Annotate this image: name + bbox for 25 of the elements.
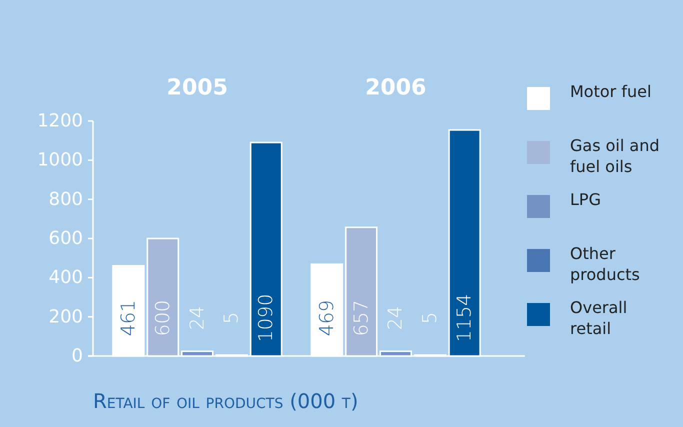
data-label: 1154 xyxy=(454,294,476,342)
legend-label: Gas oil and fuel oils xyxy=(570,136,660,176)
y-tick-label: 200 xyxy=(48,306,83,328)
data-label: 24 xyxy=(384,306,407,330)
y-tick-label: 0 xyxy=(72,346,83,366)
legend-label: LPG xyxy=(570,190,601,209)
y-tick-label: 1000 xyxy=(37,150,83,171)
data-label: 461 xyxy=(117,300,140,336)
data-label: 5 xyxy=(220,312,243,324)
y-tick-label: 400 xyxy=(48,267,83,288)
legend-label: Other products xyxy=(570,244,640,284)
data-label: 1090 xyxy=(255,294,278,342)
y-tick-label: 1200 xyxy=(37,110,83,132)
x-tick-label: 2006 xyxy=(365,76,426,100)
data-label: 469 xyxy=(316,300,338,336)
data-label: 657 xyxy=(350,300,372,336)
data-label: 600 xyxy=(152,300,174,336)
data-label: 5 xyxy=(419,312,442,324)
legend-label: Overall retail xyxy=(570,298,628,338)
y-tick-label: 800 xyxy=(48,188,83,210)
data-label: 24 xyxy=(186,306,208,330)
legend-label: Motor fuel xyxy=(570,82,652,101)
text: Retail of oil products (000 t) xyxy=(93,389,358,413)
x-tick-label: 2005 xyxy=(166,76,228,100)
y-tick-label: 600 xyxy=(48,228,83,249)
